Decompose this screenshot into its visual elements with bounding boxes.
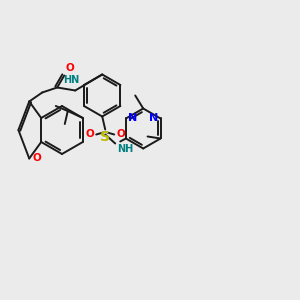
Text: N: N bbox=[128, 113, 137, 124]
Text: O: O bbox=[85, 130, 94, 140]
Text: O: O bbox=[116, 130, 125, 140]
Text: NH: NH bbox=[117, 145, 134, 154]
Text: S: S bbox=[100, 130, 110, 145]
Text: N: N bbox=[149, 113, 158, 124]
Text: HN: HN bbox=[63, 76, 79, 85]
Text: O: O bbox=[65, 64, 74, 74]
Text: O: O bbox=[32, 152, 41, 163]
